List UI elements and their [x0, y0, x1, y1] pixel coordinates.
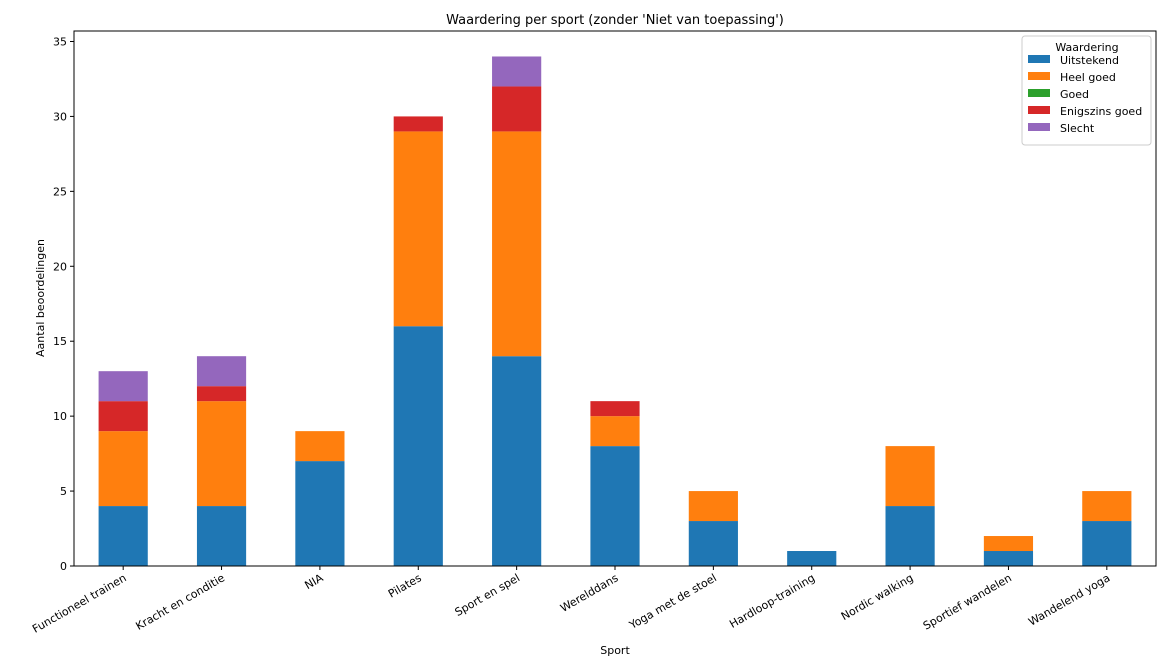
bar-kracht-en-conditie-enigszins-goed — [196, 386, 247, 402]
bar-nordic-walking-uitstekend — [885, 506, 935, 566]
bar-nia-heel-goed — [295, 431, 345, 462]
bar-yoga-met-de-stoel-uitstekend — [688, 521, 738, 566]
x-tick-label-hardloop-training: Hardloop-training — [727, 571, 817, 630]
legend-title: Waardering — [1055, 41, 1118, 54]
x-tick-label-sport-en-spel: Sport en spel — [453, 571, 523, 619]
bar-wandelend-yoga-uitstekend — [1082, 521, 1132, 566]
bar-functioneel-trainen-heel-goed — [98, 431, 148, 507]
legend-swatch-enigszins-goed — [1028, 106, 1050, 114]
bar-kracht-en-conditie-heel-goed — [196, 401, 247, 507]
x-tick-label-sportief-wandelen: Sportief wandelen — [921, 571, 1014, 632]
x-tick-label-pilates: Pilates — [386, 571, 424, 600]
legend: Waardering Uitstekend Heel goed Goed Enigsz… — [1021, 35, 1152, 146]
x-tick-label-nia: NIA — [302, 571, 325, 592]
bar-functioneel-trainen-slecht — [98, 371, 148, 402]
legend-box — [1021, 35, 1152, 146]
bar-kracht-en-conditie-slecht — [196, 356, 247, 387]
bar-kracht-en-conditie-uitstekend — [196, 506, 247, 566]
bar-sport-en-spel-uitstekend — [492, 356, 542, 566]
bar-pilates-uitstekend — [393, 326, 443, 566]
x-tick-label-wandelend-yoga: Wandelend yoga — [1026, 571, 1112, 628]
y-tick-label: 10 — [53, 410, 67, 423]
bar-pilates-heel-goed — [393, 131, 443, 327]
bar-sportief-wandelen-uitstekend — [983, 551, 1034, 566]
y-tick-label: 15 — [53, 335, 67, 348]
bar-wandelend-yoga-heel-goed — [1082, 491, 1132, 522]
legend-swatch-goed — [1028, 89, 1050, 97]
legend-label-enigszins-goed: Enigszins goed — [1060, 105, 1142, 118]
bar-werelddans-uitstekend — [590, 446, 640, 566]
y-tick-label: 5 — [60, 485, 67, 498]
x-tick-label-functioneel-trainen: Functioneel trainen — [30, 571, 129, 635]
y-tick-label: 20 — [53, 260, 67, 273]
bar-nia-uitstekend — [295, 461, 345, 566]
chart-title: Waardering per sport (zonder 'Niet van t… — [446, 13, 784, 28]
bar-hardloop-training-uitstekend — [787, 551, 837, 566]
bar-nordic-walking-heel-goed — [885, 446, 935, 507]
bar-yoga-met-de-stoel-heel-goed — [688, 491, 738, 522]
x-axis: Functioneel trainen Kracht en conditie NIA… — [30, 566, 1112, 636]
legend-swatch-slecht — [1028, 123, 1050, 131]
legend-swatch-uitstekend — [1028, 55, 1050, 63]
plot-frame — [73, 30, 1157, 567]
y-axis: 0 5 10 15 20 25 30 35 — [53, 35, 74, 573]
x-tick-label-nordic-walking: Nordic walking — [839, 571, 916, 623]
x-tick-label-kracht-en-conditie: Kracht en conditie — [134, 571, 228, 633]
bar-sport-en-spel-slecht — [492, 56, 542, 87]
legend-label-goed: Goed — [1060, 88, 1089, 101]
bar-werelddans-enigszins-goed — [590, 401, 640, 417]
bars-layer — [98, 56, 1132, 566]
x-tick-label-werelddans: Werelddans — [558, 571, 621, 615]
bar-sport-en-spel-enigszins-goed — [492, 86, 542, 132]
x-tick-label-yoga-met-de-stoel: Yoga met de stoel — [626, 571, 719, 632]
bar-functioneel-trainen-enigszins-goed — [98, 401, 148, 432]
bar-pilates-enigszins-goed — [393, 116, 443, 132]
legend-label-uitstekend: Uitstekend — [1060, 54, 1119, 67]
legend-label-heel-goed: Heel goed — [1060, 71, 1116, 84]
legend-label-slecht: Slecht — [1060, 122, 1095, 135]
x-axis-label: Sport — [600, 644, 630, 657]
y-tick-label: 35 — [53, 35, 67, 48]
bar-sport-en-spel-heel-goed — [492, 131, 542, 357]
y-tick-label: 0 — [60, 560, 67, 573]
bar-werelddans-heel-goed — [590, 416, 640, 447]
y-axis-label: Aantal beoordelingen — [34, 239, 47, 357]
bar-sportief-wandelen-heel-goed — [983, 536, 1034, 552]
bar-functioneel-trainen-uitstekend — [98, 506, 148, 566]
legend-swatch-heel-goed — [1028, 72, 1050, 80]
y-tick-label: 30 — [53, 110, 67, 123]
y-tick-label: 25 — [53, 185, 67, 198]
